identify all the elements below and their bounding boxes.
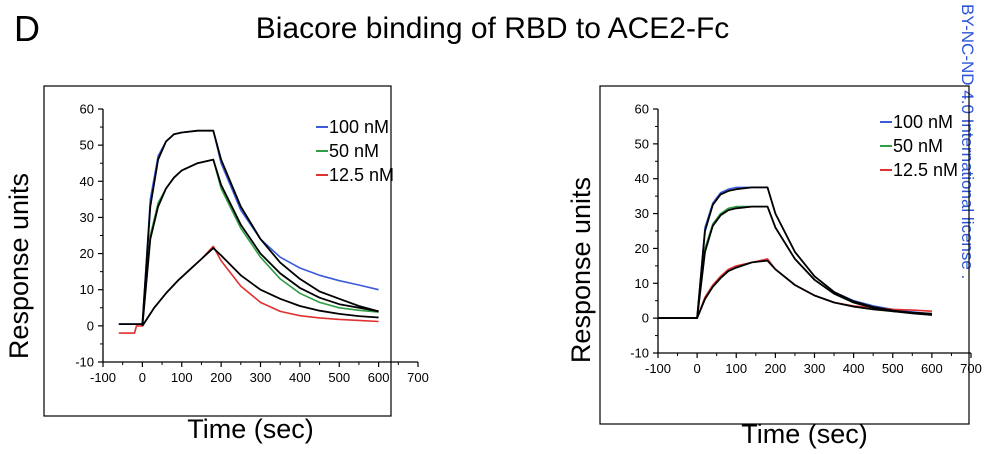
x-tick-label: 400 — [843, 361, 865, 376]
y-tick-label: 30 — [635, 206, 649, 221]
x-tick-label: 600 — [368, 370, 390, 385]
x-tick-label: 500 — [882, 361, 904, 376]
chart-frame — [43, 85, 392, 417]
y-tick-label: 30 — [80, 210, 94, 225]
x-tick-label: 300 — [250, 370, 272, 385]
figure-title: Biacore binding of RBD to ACE2-Fc — [255, 12, 730, 45]
fit-line — [658, 205, 932, 319]
x-tick-label: 700 — [960, 361, 982, 376]
x-axis-label: Time (sec) — [741, 419, 868, 449]
y-axis-label: Response units — [4, 173, 34, 359]
y-tick-label: 60 — [80, 102, 94, 117]
legend-label: 12.5 nM — [893, 160, 958, 180]
x-tick-label: 700 — [407, 370, 429, 385]
fit-line — [141, 158, 379, 326]
x-tick-label: 300 — [804, 361, 826, 376]
y-tick-label: 40 — [80, 174, 94, 189]
y-tick-label: 20 — [635, 241, 649, 256]
y-tick-label: 50 — [80, 138, 94, 153]
legend-label: 50 nM — [329, 141, 379, 161]
y-tick-label: 10 — [80, 282, 94, 297]
y-tick-label: 10 — [635, 276, 649, 291]
x-tick-label: 100 — [725, 361, 747, 376]
x-tick-label: -100 — [645, 361, 671, 376]
y-tick-label: -10 — [630, 346, 649, 361]
y-tick-label: 50 — [635, 136, 649, 151]
x-tick-label: 400 — [289, 370, 311, 385]
legend-label: 100 nM — [893, 112, 953, 132]
fit-line — [118, 129, 379, 325]
x-tick-label: 0 — [694, 361, 701, 376]
y-tick-label: -10 — [75, 355, 94, 370]
x-tick-label: 200 — [765, 361, 787, 376]
x-tick-label: 500 — [328, 370, 350, 385]
x-tick-label: 600 — [921, 361, 943, 376]
legend-label: 12.5 nM — [329, 165, 394, 185]
x-tick-label: 200 — [210, 370, 232, 385]
legend-label: 50 nM — [893, 136, 943, 156]
fit-line — [141, 247, 379, 327]
legend-label: 100 nM — [329, 117, 389, 137]
y-axis-label: Response units — [566, 177, 596, 363]
y-tick-label: 20 — [80, 246, 94, 261]
y-tick-label: 60 — [635, 102, 649, 117]
x-tick-label: 0 — [139, 370, 146, 385]
x-tick-label: -100 — [90, 370, 116, 385]
panel-letter: D — [14, 8, 40, 49]
chart-frame — [599, 85, 970, 425]
fit-line — [658, 259, 932, 319]
x-axis-label: Time (sec) — [187, 414, 314, 444]
y-tick-label: 40 — [635, 171, 649, 186]
y-tick-label: 0 — [642, 311, 649, 326]
y-tick-label: 0 — [87, 318, 94, 333]
x-tick-label: 100 — [171, 370, 193, 385]
